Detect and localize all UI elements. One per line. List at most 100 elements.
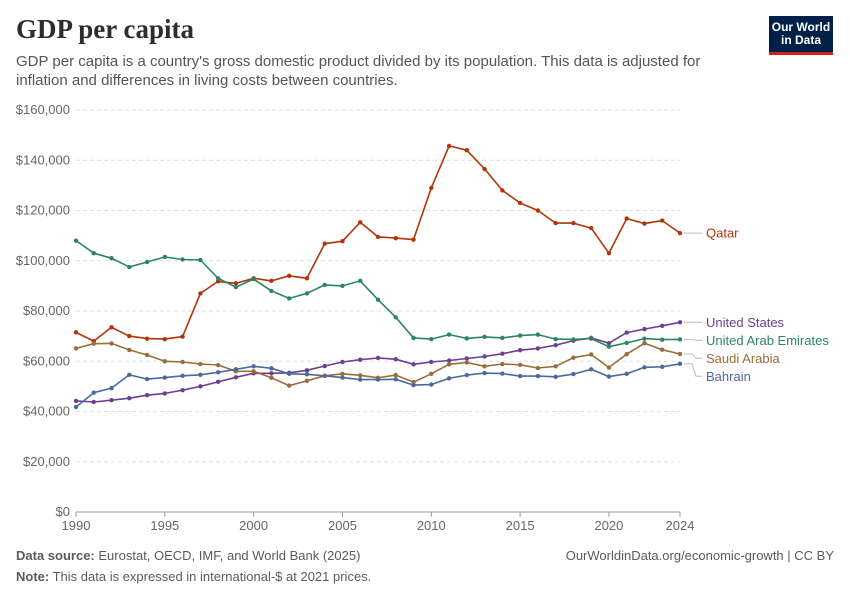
series-label: Qatar: [706, 226, 739, 241]
data-point: [73, 404, 79, 410]
data-point: [375, 297, 381, 302]
data-point: [517, 200, 523, 206]
data-point: [91, 399, 96, 405]
data-point: [588, 336, 594, 341]
data-point: [304, 276, 310, 281]
data-point: [535, 373, 541, 379]
data-point: [215, 379, 221, 385]
data-point: [446, 362, 452, 367]
x-tick-label: 1995: [150, 518, 179, 533]
data-point: [127, 333, 132, 339]
data-point: [127, 395, 132, 401]
data-point: [127, 264, 132, 270]
data-point: [233, 367, 239, 372]
data-point: [677, 351, 683, 357]
data-point: [464, 372, 470, 378]
data-point: [198, 257, 203, 263]
data-point: [446, 332, 452, 337]
data-point: [500, 351, 505, 356]
data-point: [411, 237, 416, 242]
data-point: [624, 340, 629, 346]
data-point: [144, 392, 150, 398]
data-point: [624, 352, 629, 357]
series-line: [75, 145, 681, 342]
data-point: [500, 361, 505, 367]
chart-subtitle: GDP per capita is a country's gross dome…: [16, 53, 701, 89]
data-point: [340, 359, 345, 365]
series-label: United Arab Emirates: [706, 333, 829, 348]
data-point: [446, 376, 452, 381]
label-connector: [684, 363, 702, 377]
data-point: [429, 185, 434, 191]
data-point: [482, 334, 487, 340]
x-tick-label: 2024: [666, 518, 695, 533]
data-point: [411, 379, 416, 385]
logo-line-1: Our World: [771, 20, 831, 34]
grid-lines: [76, 109, 680, 463]
data-point: [233, 284, 239, 290]
data-point: [571, 355, 576, 360]
data-point: [304, 368, 310, 373]
data-point: [482, 370, 487, 376]
data-point: [198, 361, 203, 367]
series-label: United States: [706, 315, 785, 330]
data-point: [446, 143, 452, 149]
data-point: [91, 390, 96, 395]
x-tick-label: 2010: [417, 518, 446, 533]
data-point: [215, 362, 221, 368]
data-point: [429, 359, 434, 365]
owid-logo[interactable]: Our World in Data: [769, 16, 833, 55]
x-tick-label: 2005: [328, 518, 357, 533]
data-point: [535, 208, 541, 213]
data-point: [660, 347, 665, 352]
data-point: [588, 225, 594, 231]
data-point: [180, 334, 185, 339]
data-point: [429, 371, 434, 377]
data-point: [269, 288, 274, 294]
data-point: [233, 375, 239, 380]
series-lines: [73, 143, 683, 410]
y-tick-label: $140,000: [16, 152, 70, 167]
data-point: [535, 346, 541, 351]
data-point: [144, 259, 150, 265]
data-point: [251, 276, 256, 282]
data-point: [606, 340, 612, 346]
data-point: [482, 166, 487, 172]
x-tick-label: 2015: [506, 518, 535, 533]
data-point: [358, 220, 363, 225]
data-point: [429, 382, 434, 387]
data-point: [606, 344, 612, 349]
data-source-text: Eurostat, OECD, IMF, and World Bank (202…: [98, 548, 361, 563]
data-point: [553, 220, 558, 226]
data-point: [109, 341, 114, 346]
data-point: [642, 221, 647, 226]
data-point: [535, 332, 541, 337]
data-point: [73, 238, 79, 243]
y-tick-label: $40,000: [23, 404, 70, 419]
data-point: [215, 279, 221, 284]
data-point: [251, 364, 256, 369]
data-point: [553, 342, 558, 348]
data-point: [375, 234, 381, 240]
data-point: [304, 291, 310, 296]
data-point: [162, 359, 168, 364]
data-point: [340, 371, 345, 377]
data-point: [91, 341, 96, 346]
y-tick-label: $120,000: [16, 203, 70, 218]
data-point: [446, 358, 452, 363]
data-point: [553, 336, 558, 342]
data-point: [73, 398, 79, 404]
data-point: [588, 367, 594, 372]
data-point: [269, 366, 274, 371]
data-point: [393, 372, 398, 378]
data-point: [304, 372, 310, 377]
data-point: [162, 336, 168, 342]
source-url-link[interactable]: OurWorldinData.org/economic-growth | CC …: [565, 548, 834, 563]
data-point: [571, 371, 576, 377]
logo-line-2: in Data: [780, 33, 821, 47]
data-point: [180, 257, 185, 262]
data-point: [180, 387, 185, 393]
data-point: [660, 323, 665, 329]
data-point: [144, 352, 150, 358]
data-point: [109, 397, 114, 403]
